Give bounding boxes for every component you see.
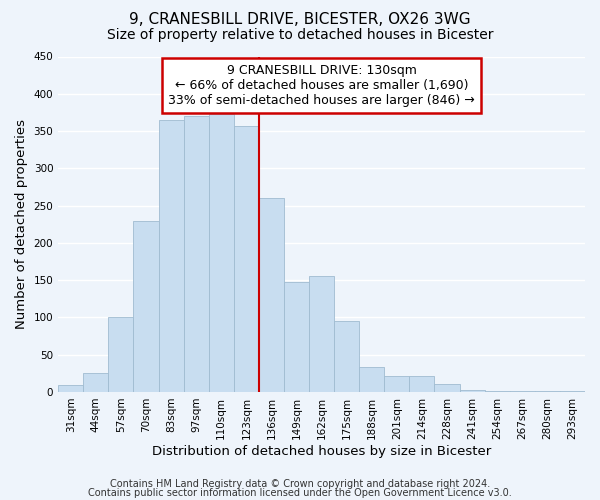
Bar [284, 282, 309, 392]
Bar [485, 391, 510, 392]
Bar [184, 116, 209, 392]
Bar [209, 114, 234, 392]
Bar [309, 276, 334, 392]
Bar [434, 384, 460, 392]
Bar [83, 374, 109, 392]
Bar [560, 391, 585, 392]
Bar [535, 391, 560, 392]
Text: 9 CRANESBILL DRIVE: 130sqm
← 66% of detached houses are smaller (1,690)
33% of s: 9 CRANESBILL DRIVE: 130sqm ← 66% of deta… [168, 64, 475, 107]
Bar [334, 321, 359, 392]
Text: 9, CRANESBILL DRIVE, BICESTER, OX26 3WG: 9, CRANESBILL DRIVE, BICESTER, OX26 3WG [129, 12, 471, 28]
Bar [385, 376, 409, 392]
Bar [234, 126, 259, 392]
Bar [460, 390, 485, 392]
Bar [58, 384, 83, 392]
Bar [510, 391, 535, 392]
Text: Contains public sector information licensed under the Open Government Licence v3: Contains public sector information licen… [88, 488, 512, 498]
Bar [259, 198, 284, 392]
Bar [409, 376, 434, 392]
Text: Contains HM Land Registry data © Crown copyright and database right 2024.: Contains HM Land Registry data © Crown c… [110, 479, 490, 489]
X-axis label: Distribution of detached houses by size in Bicester: Distribution of detached houses by size … [152, 444, 491, 458]
Bar [359, 368, 385, 392]
Bar [133, 220, 158, 392]
Text: Size of property relative to detached houses in Bicester: Size of property relative to detached ho… [107, 28, 493, 42]
Bar [158, 120, 184, 392]
Bar [109, 318, 133, 392]
Y-axis label: Number of detached properties: Number of detached properties [15, 119, 28, 329]
